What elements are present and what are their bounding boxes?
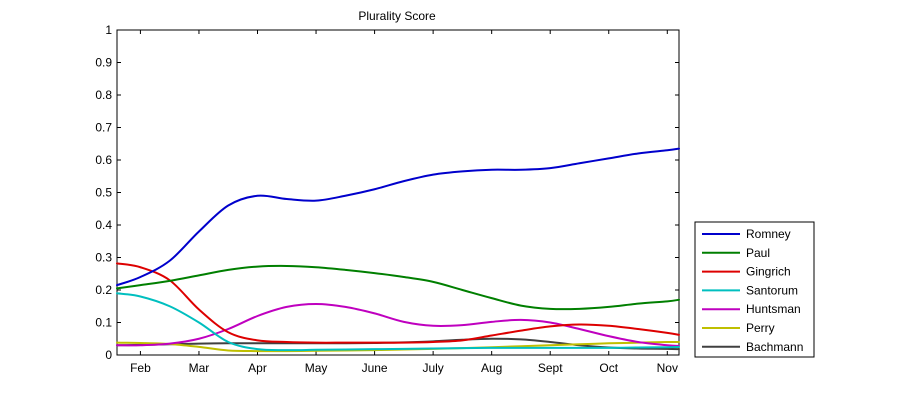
plot-area: 0 0.1 0.2 0.3 0.4 0.5 0.6 0.7 0.8 0.9 1 Feb Mar Apr M… (95, 23, 680, 375)
legend-label-santorum: Santorum (746, 283, 798, 297)
y-axis-ticks: 0 0.1 0.2 0.3 0.4 0.5 0.6 0.7 0.8 0.9 1 (95, 23, 679, 362)
y-tick-label: 0.9 (95, 56, 112, 70)
y-tick-label: 0.2 (95, 283, 112, 297)
x-axis-ticks: Feb Mar Apr May June July Aug Sept Oct Nov (130, 30, 678, 375)
legend-label-bachmann: Bachmann (746, 340, 803, 354)
legend-label-paul: Paul (746, 246, 770, 260)
x-tick-label: July (422, 361, 443, 375)
legend: Romney Paul Gingrich Santorum Huntsman Perry B… (694, 221, 815, 358)
y-tick-label: 0.3 (95, 251, 112, 265)
series-line-gingrich (116, 262, 680, 344)
x-tick-label: Feb (130, 361, 151, 375)
series-lines (116, 147, 680, 353)
legend-label-gingrich: Gingrich (746, 265, 791, 279)
x-tick-label: Sept (538, 361, 563, 375)
y-tick-label: 0.1 (95, 316, 112, 330)
chart-title: Plurality Score (358, 9, 436, 23)
legend-label-perry: Perry (746, 321, 775, 335)
y-tick-label: 0.8 (95, 88, 112, 102)
x-tick-label: Mar (189, 361, 210, 375)
series-line-paul (116, 264, 680, 311)
legend-label-romney: Romney (746, 227, 791, 241)
series-line-huntsman (116, 302, 680, 347)
x-tick-label: Nov (657, 361, 678, 375)
legend-label-huntsman: Huntsman (746, 302, 801, 316)
y-tick-label: 0.6 (95, 153, 112, 167)
y-tick-label: 0.7 (95, 121, 112, 135)
x-tick-label: Oct (599, 361, 618, 375)
series-line-romney (116, 147, 680, 287)
legend-items: Romney Paul Gingrich Santorum Huntsman Perry B… (702, 227, 803, 354)
y-tick-label: 0 (105, 348, 112, 362)
x-tick-label: May (305, 361, 328, 375)
x-tick-label: Aug (481, 361, 502, 375)
x-tick-label: Apr (248, 361, 267, 375)
x-tick-label: June (362, 361, 388, 375)
series-line-santorum (116, 292, 680, 352)
y-tick-label: 1 (105, 23, 112, 37)
y-tick-label: 0.5 (95, 186, 112, 200)
axes-box (116, 29, 680, 356)
y-tick-label: 0.4 (95, 218, 112, 232)
